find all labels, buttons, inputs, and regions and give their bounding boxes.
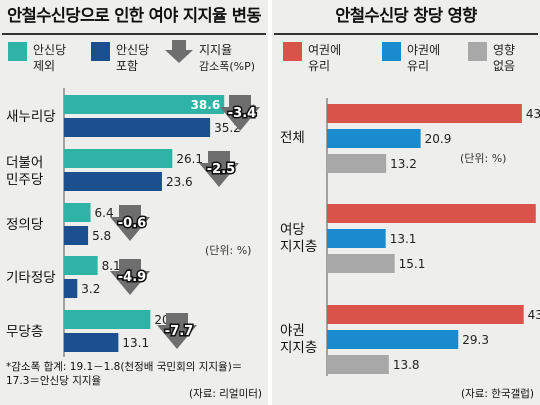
value-label-incl: 5.8: [92, 229, 111, 243]
category-label: 정의당: [6, 217, 43, 233]
category-label: 더불어: [6, 155, 43, 171]
bar-incl: [64, 279, 78, 298]
legend-label-incl: 포함: [116, 59, 138, 73]
legend-label-c: 영향: [493, 43, 515, 57]
legend-label-b: 야권에: [407, 43, 440, 57]
bar-c: [327, 355, 389, 374]
category-label: 기타정당: [6, 270, 56, 286]
category-label: 지지층: [280, 239, 317, 255]
bar-a: [327, 204, 536, 223]
value-label-incl: 3.2: [81, 282, 100, 296]
category-label: 야권: [280, 323, 305, 339]
right-chart-title: 안철수신당 창당 영향: [335, 6, 477, 25]
bar-incl: [64, 172, 162, 191]
value-label-a: 43.9: [528, 308, 540, 322]
value-label-incl: 13.1: [122, 336, 149, 350]
legend-label-excl: 제외: [33, 59, 55, 73]
legend-swatch-a: [283, 42, 302, 61]
bar-c: [327, 254, 395, 273]
legend-label-b: 유리: [407, 59, 429, 73]
category-label: 전체: [280, 130, 305, 146]
bar-excl: [64, 256, 98, 275]
right-source: (자료: 한국갤럽): [461, 387, 534, 400]
drop-arrow-icon: [110, 205, 150, 241]
right-chart-svg: 여권에유리야권에유리영향없음43.520.913.2전체46.613.115.1…: [280, 42, 540, 400]
drop-value-label: -7.7: [165, 324, 193, 339]
legend-label-incl: 안신당: [116, 43, 149, 57]
drop-value-label: -4.9: [118, 270, 146, 285]
drop-arrow-icon: [157, 313, 197, 349]
bar-c: [327, 154, 387, 173]
value-label-excl: 38.6: [191, 98, 221, 112]
bar-a: [327, 104, 522, 123]
drop-arrow-icon: [220, 95, 260, 131]
bar-excl: [64, 95, 225, 114]
drop-arrow-icon: [110, 259, 150, 295]
category-label: 지지층: [280, 340, 317, 356]
legend-label-drop: 지지율: [199, 43, 232, 57]
footnote-line2: 17.3＝안신당 지지율: [6, 375, 102, 387]
bar-excl: [64, 203, 91, 222]
value-label-c: 13.2: [390, 157, 417, 171]
bar-b: [327, 229, 386, 248]
value-label-c: 13.8: [393, 358, 420, 372]
bar-b: [327, 129, 421, 148]
legend-label-c: 없음: [493, 59, 515, 73]
value-label-b: 13.1: [390, 232, 417, 246]
drop-arrow-icon: [199, 151, 239, 187]
value-label-b: 20.9: [425, 132, 452, 146]
right-title-rule: [274, 33, 538, 35]
left-chart-title: 안철수신당으로 인한 여야 지지율 변동: [7, 6, 261, 25]
legend-swatch-c: [468, 42, 487, 61]
value-label-excl: 26.1: [176, 152, 203, 166]
left-title-rule: [2, 33, 266, 35]
legend-label-excl: 안신당: [33, 43, 66, 57]
legend-swatch-incl: [91, 42, 110, 61]
bar-a: [327, 305, 524, 324]
bar-incl: [64, 333, 119, 352]
drop-value-label: -2.5: [207, 162, 235, 177]
legend-label-drop: 감소폭(%P): [199, 60, 255, 73]
bar-excl: [64, 310, 151, 329]
value-label-incl: 35.2: [214, 121, 241, 135]
bar-incl: [64, 118, 211, 137]
bar-excl: [64, 149, 173, 168]
category-label: 민주당: [6, 172, 43, 188]
legend-swatch-b: [382, 42, 401, 61]
value-label-incl: 23.6: [166, 175, 193, 189]
legend-down-arrow-icon: [165, 40, 193, 63]
legend-swatch-excl: [8, 42, 27, 61]
left-source: (자료: 리얼미터): [189, 388, 262, 400]
drop-value-label: -0.6: [118, 216, 146, 231]
value-label-c: 15.1: [399, 257, 426, 271]
left-unit-note: (단위: %): [205, 244, 251, 257]
bar-incl: [64, 226, 89, 245]
category-label: 새누리당: [6, 109, 56, 125]
value-label-b: 29.3: [462, 333, 489, 347]
value-label-a: 43.5: [526, 107, 540, 121]
drop-value-label: -3.4: [228, 106, 256, 121]
legend-label-a: 유리: [308, 59, 330, 73]
legend-label-a: 여권에: [308, 43, 341, 57]
category-label: 여당: [280, 222, 305, 238]
bar-b: [327, 330, 459, 349]
footnote-line1: *감소폭 합계: 19.1－1.8(천정배 국민회의 지지율)＝: [6, 361, 242, 373]
value-label-excl: 6.4: [95, 206, 114, 220]
value-label-excl: 8.1: [102, 259, 121, 273]
right-unit-note: (단위: %): [460, 152, 506, 165]
category-label: 무당층: [6, 324, 43, 340]
